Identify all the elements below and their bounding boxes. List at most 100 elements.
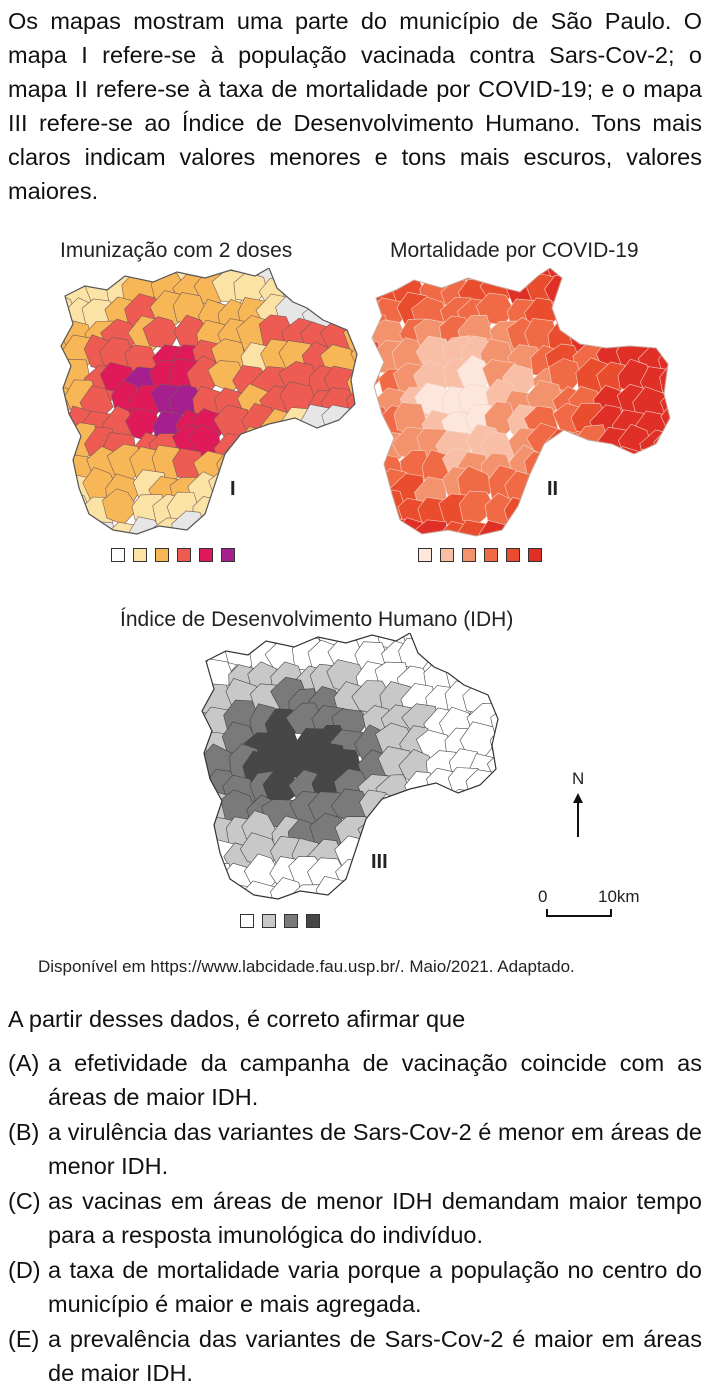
map-3-title: Índice de Desenvolvimento Humano (IDH) xyxy=(120,608,514,631)
map-district xyxy=(312,898,351,899)
option-text: as vacinas em áreas de menor IDH demanda… xyxy=(48,1188,702,1248)
map-district xyxy=(251,901,285,908)
map-district xyxy=(202,876,219,899)
map-district xyxy=(328,475,357,509)
map-district xyxy=(372,268,381,289)
legend-swatch xyxy=(155,548,169,562)
map-district xyxy=(420,814,459,850)
legend-swatch xyxy=(221,548,235,562)
option-d[interactable]: (D) a taxa de mortalidade varia porque a… xyxy=(8,1253,702,1321)
map-district xyxy=(372,422,390,459)
map-district xyxy=(343,493,357,530)
map-district xyxy=(414,268,451,284)
legend-swatch xyxy=(177,548,191,562)
map-district xyxy=(394,811,433,846)
map-district xyxy=(345,268,357,290)
map-district xyxy=(320,268,357,286)
map-district xyxy=(663,313,670,349)
intro-paragraph: Os mapas mostram uma parte do município … xyxy=(8,8,702,204)
option-e[interactable]: (E) a prevalência das variantes de Sars-… xyxy=(8,1322,702,1390)
option-letter: (B) xyxy=(8,1119,40,1145)
map-district xyxy=(657,471,670,507)
map-district xyxy=(336,907,371,908)
map-district xyxy=(396,852,430,891)
map-district xyxy=(612,512,648,536)
map-district xyxy=(503,537,538,538)
map-2-mortality xyxy=(371,268,671,538)
option-letter: (D) xyxy=(8,1257,41,1283)
map-district xyxy=(666,295,670,332)
legend-swatch xyxy=(284,914,298,928)
map-district xyxy=(569,275,609,311)
option-letter: (C) xyxy=(8,1188,41,1214)
map-district xyxy=(81,533,116,534)
map-district xyxy=(259,426,295,464)
map-district xyxy=(416,836,451,869)
map-district xyxy=(83,520,116,534)
map-district xyxy=(492,835,498,869)
option-b[interactable]: (B) a virulência das variantes de Sars-C… xyxy=(8,1115,702,1183)
map-district xyxy=(632,448,667,481)
map-district xyxy=(568,495,608,530)
map-district xyxy=(398,906,431,909)
map-district xyxy=(381,902,416,908)
map-1-label: I xyxy=(230,478,236,500)
map-district xyxy=(593,454,627,489)
map-district xyxy=(616,532,651,536)
map-district xyxy=(270,877,303,899)
map-district xyxy=(348,296,357,328)
map-district xyxy=(279,427,316,461)
map-district xyxy=(61,428,70,465)
map-district xyxy=(569,293,605,327)
map-district xyxy=(656,449,670,487)
map-district xyxy=(439,883,476,899)
map-district xyxy=(327,450,357,487)
map-district xyxy=(280,469,316,503)
map-district xyxy=(202,814,215,851)
map-district xyxy=(325,270,357,308)
map-district xyxy=(300,428,337,463)
map-district xyxy=(326,432,357,468)
legend-swatch xyxy=(440,548,454,562)
map-district xyxy=(460,882,497,899)
map-district xyxy=(418,907,454,908)
map-district xyxy=(644,489,670,524)
map-district xyxy=(464,816,498,849)
option-text: a prevalência das variantes de Sars-Cov-… xyxy=(48,1326,702,1386)
map-district xyxy=(600,296,634,336)
map-district xyxy=(61,268,68,287)
map-district xyxy=(418,882,454,899)
map-district xyxy=(484,789,498,825)
map-district xyxy=(591,315,632,352)
map-district xyxy=(372,449,386,482)
map-district xyxy=(416,794,456,829)
legend-swatch xyxy=(462,548,476,562)
option-letter: (E) xyxy=(8,1326,40,1352)
map-district xyxy=(489,855,498,889)
option-text: a efetividade da campanha de vacinação c… xyxy=(48,1050,702,1110)
map-district xyxy=(448,813,484,850)
map-3-hdi xyxy=(201,633,499,909)
map-district xyxy=(593,469,633,504)
map-2-legend xyxy=(418,548,542,562)
map-district xyxy=(342,468,357,502)
map-district xyxy=(640,298,670,334)
map-district xyxy=(482,633,498,650)
map-district xyxy=(220,897,259,899)
option-a[interactable]: (A) a efetividade da campanha de vacinaç… xyxy=(8,1046,702,1114)
map-district xyxy=(635,276,670,313)
map-district xyxy=(61,491,71,528)
map-district xyxy=(574,453,613,491)
map-district xyxy=(61,513,71,534)
north-label: N xyxy=(572,769,585,788)
map-district xyxy=(420,633,456,646)
map-district xyxy=(490,707,498,741)
map-1-vaccination xyxy=(60,268,358,535)
map-district xyxy=(464,858,498,895)
map-district xyxy=(204,878,237,899)
map-district xyxy=(393,268,430,283)
map-district xyxy=(503,497,540,534)
scale-bar xyxy=(546,909,612,917)
map-district xyxy=(484,810,498,846)
option-c[interactable]: (C) as vacinas em áreas de menor IDH dem… xyxy=(8,1184,702,1252)
